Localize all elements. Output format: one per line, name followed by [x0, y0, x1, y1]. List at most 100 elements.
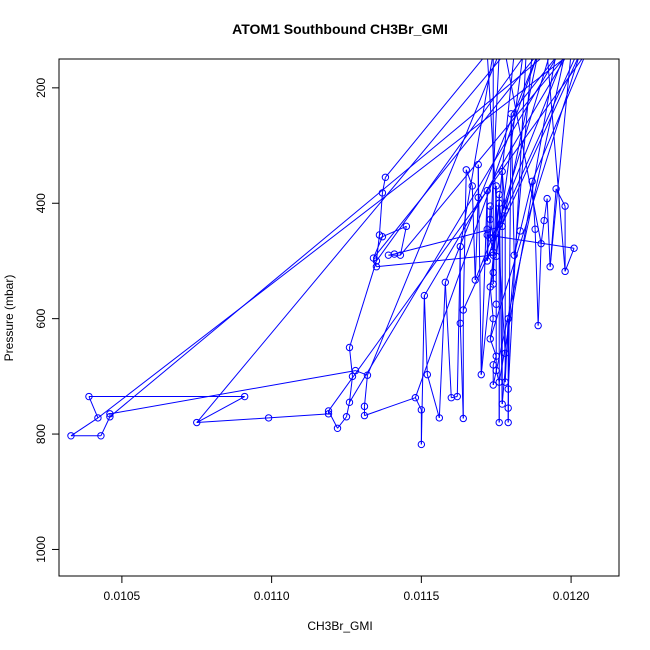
series-line-segment — [505, 59, 542, 244]
data-point — [489, 234, 497, 242]
data-point — [324, 410, 333, 418]
data-point — [504, 385, 512, 393]
data-point — [570, 244, 578, 252]
data-point — [489, 314, 497, 323]
data-point — [504, 404, 512, 412]
data-point — [106, 413, 114, 421]
data-point — [489, 251, 497, 259]
data-point — [381, 173, 390, 181]
data-point — [492, 182, 500, 190]
data-point — [240, 392, 249, 401]
y-tick-label: 400 — [34, 193, 48, 213]
data-point — [348, 372, 357, 381]
data-point — [456, 242, 464, 251]
x-tick-label: 0.0110 — [254, 589, 290, 603]
data-point — [94, 414, 102, 422]
data-point — [333, 424, 342, 432]
series-line-segment — [444, 282, 452, 398]
series-line-segment — [564, 248, 575, 272]
data-point — [501, 349, 509, 357]
data-point — [360, 402, 369, 411]
data-point — [492, 366, 500, 375]
series-line-segment — [531, 59, 585, 182]
data-point — [193, 418, 201, 427]
series-line-segment — [474, 197, 479, 281]
data-point — [345, 343, 354, 352]
data-point — [423, 370, 432, 379]
data-point — [486, 215, 494, 224]
data-point — [489, 248, 497, 256]
data-point — [531, 225, 539, 233]
y-axis-label: Pressure (mbar) — [2, 275, 16, 362]
series-line-segment — [459, 59, 493, 247]
data-point — [534, 321, 542, 330]
data-point — [85, 392, 93, 401]
data-point — [483, 257, 491, 265]
plot-area — [67, 59, 585, 449]
data-point — [67, 432, 75, 440]
series-line-segment — [537, 243, 542, 326]
series-line-segment — [414, 397, 422, 411]
data-point — [552, 185, 560, 193]
series-line-segment — [88, 396, 99, 419]
series-line-segment — [495, 59, 523, 257]
y-tick-label: 1000 — [34, 536, 48, 563]
data-point — [486, 335, 494, 343]
data-point — [504, 418, 512, 427]
series-line-segment — [196, 59, 502, 423]
data-point — [486, 202, 494, 210]
series-line-segment — [534, 229, 539, 326]
y-tick-label: 200 — [34, 78, 48, 98]
data-point — [495, 199, 503, 207]
series-line-segment — [196, 417, 269, 424]
data-point — [441, 278, 450, 287]
data-point — [546, 263, 554, 271]
data-point — [402, 222, 411, 231]
series-line-segment — [487, 234, 575, 249]
series-line-segment — [462, 169, 467, 311]
data-point — [501, 206, 509, 214]
data-point — [498, 400, 506, 408]
x-axis-label: CH3Br_GMI — [307, 619, 372, 633]
series-line-segment — [337, 416, 347, 429]
data-point — [378, 189, 387, 197]
series-line-segment — [97, 59, 565, 419]
series-line-segment — [376, 59, 523, 262]
x-tick-label: 0.0120 — [553, 589, 590, 603]
y-tick-label: 800 — [34, 424, 48, 444]
data-point — [477, 370, 485, 379]
data-point — [504, 314, 512, 323]
data-point — [486, 283, 494, 291]
data-point — [351, 366, 360, 375]
data-point — [363, 371, 372, 379]
series-line-segment — [366, 59, 498, 376]
data-point — [420, 291, 429, 300]
data-point — [342, 413, 351, 421]
data-point — [264, 414, 273, 422]
series-line-segment — [400, 59, 564, 256]
series-line-segment — [399, 226, 407, 256]
data-point — [501, 378, 509, 386]
data-point — [345, 398, 354, 407]
series-line-segment — [378, 192, 383, 236]
series-line-segment — [480, 190, 488, 375]
x-tick-label: 0.0115 — [403, 589, 439, 603]
data-point — [483, 186, 491, 195]
data-point — [498, 222, 506, 231]
data-point — [468, 182, 476, 190]
series-line-segment — [510, 59, 556, 115]
data-point — [106, 410, 114, 418]
series-line-segment — [385, 59, 484, 178]
series-line-segment — [414, 59, 537, 398]
series-line-segment — [420, 295, 425, 445]
data-point — [417, 440, 426, 449]
data-point — [492, 352, 500, 360]
series-line-segment — [70, 417, 99, 437]
data-point — [369, 254, 378, 262]
series-line-segment — [547, 59, 566, 272]
series-line-segment — [196, 396, 245, 423]
series-line-segment — [540, 220, 545, 244]
data-point — [97, 432, 105, 440]
data-point — [528, 177, 536, 186]
